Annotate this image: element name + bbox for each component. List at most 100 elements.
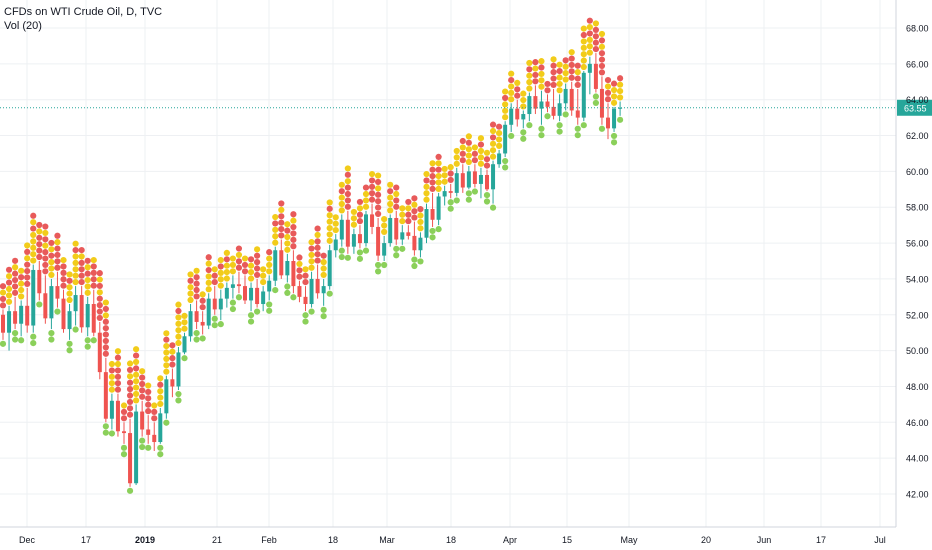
band-dot-upper [217, 256, 224, 264]
band-dot-upper [247, 269, 255, 276]
band-dot-upper [211, 278, 218, 286]
candle-body [587, 63, 592, 73]
volume-indicator-label[interactable]: Vol (20) [4, 20, 42, 32]
band-dot-upper [604, 83, 612, 90]
band-dot-lower [526, 122, 533, 129]
band-dot-upper [326, 218, 333, 225]
band-dot-upper [96, 289, 103, 296]
band-dot-upper [514, 92, 521, 99]
band-dot-upper [375, 198, 382, 205]
band-dot-upper [393, 190, 400, 198]
band-dot-lower [344, 254, 351, 261]
band-dot-upper [496, 142, 503, 149]
candle-body [412, 235, 417, 251]
band-dot-upper [405, 198, 412, 206]
last-price-line-layer: 63.55 [0, 99, 932, 116]
band-dot-upper [592, 26, 600, 33]
band-dot-lower [181, 355, 188, 362]
band-dot-upper [175, 339, 182, 347]
band-dot-upper [211, 266, 218, 273]
band-dot-upper [514, 86, 521, 93]
band-dot-upper [187, 271, 194, 278]
band-dot-upper [199, 297, 206, 304]
candle-body [158, 413, 163, 443]
band-dot-upper [598, 30, 606, 38]
band-dot-upper [126, 366, 134, 374]
candle-body [134, 411, 139, 484]
band-dot-upper [326, 237, 333, 244]
band-dot-upper [157, 400, 164, 408]
candle-body [485, 174, 489, 190]
candle-body [230, 284, 235, 288]
band-dot-upper [429, 172, 436, 180]
band-dot-upper [254, 271, 261, 279]
band-dot-upper [526, 85, 533, 92]
band-dot-upper [0, 302, 7, 309]
band-dot-upper [24, 261, 31, 268]
band-dot-upper [36, 241, 43, 248]
band-dot-upper [375, 210, 382, 218]
band-dot-lower [453, 197, 460, 204]
band-dot-upper [254, 259, 261, 266]
band-dot-upper [54, 239, 61, 246]
band-dot-lower [544, 113, 551, 120]
band-dot-upper [84, 264, 91, 271]
band-dot-upper [163, 349, 170, 356]
band-dot-upper [30, 225, 37, 232]
band-dot-upper [223, 262, 230, 269]
candle-body [61, 298, 66, 330]
band-dot-upper [96, 308, 103, 315]
band-dot-lower [556, 128, 563, 135]
band-dot-upper [284, 221, 291, 228]
band-dot-upper [102, 312, 109, 319]
candle-body [430, 209, 435, 220]
y-tick-label: 68.00 [906, 24, 929, 34]
band-dot-upper [157, 388, 164, 395]
band-dot-lower [217, 321, 224, 328]
band-dot-upper [181, 325, 188, 332]
band-dot-upper [42, 268, 49, 275]
band-dot-upper [586, 23, 593, 31]
band-dot-lower [308, 308, 315, 315]
band-dot-upper [78, 272, 85, 279]
band-dot-upper [72, 253, 79, 260]
candle-body [400, 232, 405, 240]
band-dot-upper [387, 188, 394, 195]
band-dot-upper [139, 368, 146, 375]
band-dot-lower [72, 326, 79, 333]
band-dot-upper [169, 361, 176, 368]
band-dot-upper [24, 267, 31, 275]
band-dot-lower [356, 249, 364, 256]
band-dot-lower [320, 306, 327, 313]
band-dot-upper [471, 150, 478, 157]
candle-body [466, 171, 471, 188]
band-dot-upper [580, 57, 587, 64]
band-dot-lower [375, 261, 382, 269]
band-dot-upper [133, 365, 140, 372]
band-dot-upper [66, 290, 73, 297]
band-dot-upper [538, 83, 545, 90]
band-dot-upper [18, 267, 25, 274]
band-dot-upper [30, 251, 37, 258]
band-dot-upper [42, 223, 49, 230]
candle-body [612, 108, 617, 129]
band-dot-upper [54, 258, 61, 265]
band-dot-lower [556, 122, 563, 129]
x-tick-label: Mar [379, 535, 395, 545]
band-dot-upper [102, 344, 109, 351]
band-dot-upper [544, 80, 551, 88]
y-tick-label: 50.00 [906, 346, 929, 356]
band-dot-upper [568, 61, 575, 69]
band-dot-upper [598, 62, 606, 70]
candle-body [297, 286, 302, 297]
candle-body [394, 217, 399, 240]
band-dot-upper [344, 190, 351, 198]
band-dot-upper [145, 401, 152, 408]
band-dot-lower [84, 337, 91, 344]
band-dot-upper [96, 295, 103, 302]
band-dot-upper [308, 258, 315, 265]
band-dot-upper [126, 373, 134, 380]
band-dot-upper [126, 405, 134, 412]
band-dot-upper [235, 251, 243, 259]
